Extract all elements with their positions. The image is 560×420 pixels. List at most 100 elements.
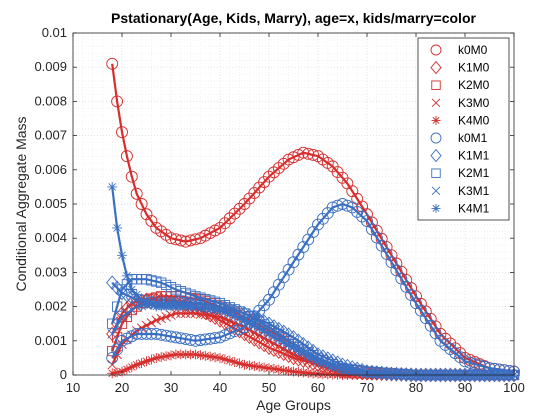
data-point-k0M1	[179, 333, 192, 346]
data-point-K1M1	[468, 367, 481, 383]
data-point-k0M1	[150, 328, 163, 340]
data-point-K1M1	[458, 367, 472, 383]
data-point-K3M0	[249, 327, 260, 338]
legend-label: K2M0	[458, 78, 490, 92]
data-point-K4M1	[205, 303, 216, 314]
y-tick-label: 0.006	[34, 162, 67, 177]
data-point-k0M1	[356, 210, 369, 223]
data-point-k0M1	[331, 199, 344, 212]
data-point-K4M1	[121, 270, 132, 281]
legend-label: k0M1	[458, 131, 488, 145]
data-point-k0M1	[145, 328, 158, 340]
data-point-K4M0	[283, 365, 294, 376]
data-point-k0M0	[214, 221, 226, 234]
data-point-K4M0	[244, 360, 255, 371]
legend-box	[417, 37, 510, 221]
data-point-K4M0	[141, 356, 152, 367]
x-tick-label: 50	[262, 380, 276, 395]
legend-item: K2M1	[431, 166, 490, 180]
data-point-K4M0	[210, 352, 221, 363]
data-point-K1M1	[507, 367, 521, 383]
data-point-k0M0	[165, 232, 177, 245]
data-point-K4M1	[352, 366, 363, 377]
x-tick-label: 20	[115, 380, 129, 395]
legend-marker-K1M1	[430, 148, 442, 163]
legend-marker-k0M1	[430, 132, 442, 144]
data-point-k0M1	[204, 332, 217, 345]
data-point-K4M0	[146, 354, 157, 365]
data-point-K4M1	[117, 250, 127, 261]
data-point-K4M0	[112, 367, 123, 378]
data-point-K4M0	[254, 361, 265, 372]
y-tick-label: 0.008	[34, 93, 67, 108]
data-point-K4M1	[224, 309, 235, 320]
y-tick-label: 0.002	[34, 299, 67, 314]
x-tick-label: 30	[164, 380, 178, 395]
data-point-K4M0	[224, 355, 235, 366]
legend-marker-K4M1	[431, 203, 441, 213]
data-point-K4M0	[126, 362, 137, 372]
data-point-K4M0	[229, 357, 240, 367]
data-point-K4M0	[303, 368, 314, 378]
data-point-K4M0	[249, 361, 260, 372]
data-point-K1M1	[400, 367, 413, 382]
data-point-k0M1	[140, 328, 153, 340]
data-point-K4M0	[268, 363, 279, 374]
data-point-K4M1	[141, 297, 152, 307]
data-point-K3M0	[185, 308, 196, 319]
data-point-K1M1	[493, 367, 506, 383]
data-point-K4M0	[273, 364, 284, 375]
data-point-K4M0	[190, 349, 201, 360]
y-tick-label: 0	[60, 367, 67, 382]
data-point-k0M0	[297, 146, 310, 159]
data-point-K4M1	[200, 303, 211, 313]
data-point-K1M1	[483, 367, 496, 383]
legend-item: K4M0	[431, 113, 490, 127]
data-point-k0M1	[351, 206, 364, 218]
data-point-k0M1	[199, 333, 212, 346]
x-tick-label: 60	[311, 380, 325, 395]
data-point-K4M1	[303, 350, 314, 361]
y-tick-label: 0.009	[34, 59, 67, 74]
data-point-K3M1	[127, 305, 137, 315]
data-point-K1M1	[414, 367, 427, 383]
x-tick-label: 100	[503, 380, 525, 395]
data-point-K4M1	[210, 304, 221, 315]
data-point-K1M1	[395, 367, 408, 382]
legend-label: k0M0	[458, 43, 488, 57]
data-point-k0M0	[135, 198, 148, 210]
data-point-k0M0	[174, 234, 187, 247]
data-point-K1M1	[503, 367, 516, 383]
data-point-K4M1	[322, 359, 333, 370]
data-point-K1M1	[405, 367, 418, 383]
chart-title: Pstationary(Age, Kids, Marry), age=x, ki…	[111, 10, 476, 26]
data-point-K1M1	[444, 367, 457, 383]
data-point-K4M1	[126, 284, 137, 295]
data-point-K4M1	[308, 353, 319, 364]
data-point-K4M0	[215, 352, 225, 363]
x-axis: 10 20 30 40 50 60 70 80 90 100	[66, 33, 525, 395]
data-point-K4M1	[298, 348, 309, 359]
data-point-K1M0	[297, 353, 310, 368]
x-axis-label: Age Groups	[256, 397, 331, 413]
x-tick-label: 10	[66, 380, 80, 395]
legend-marker-k0M0	[430, 44, 442, 56]
data-point-K3M0	[151, 315, 162, 325]
data-point-k0M0	[169, 233, 182, 246]
legend-label: K1M0	[458, 61, 490, 75]
data-point-K4M0	[219, 354, 230, 365]
y-axis-label: Conditional Aggregate Mass	[13, 116, 29, 291]
data-point-K4M1	[278, 337, 289, 348]
data-point-K4M0	[166, 350, 176, 361]
data-point-K3M0	[264, 336, 274, 346]
data-point-K3M0	[180, 308, 191, 319]
data-point-k0M1	[233, 323, 246, 336]
data-point-K4M0	[308, 368, 319, 379]
data-point-K4M1	[264, 329, 274, 339]
legend-label: K1M1	[458, 149, 490, 163]
series-line-k0M0	[111, 63, 515, 373]
data-point-K3M1	[117, 312, 127, 322]
data-point-K3M0	[161, 312, 171, 322]
data-point-k0M0	[106, 57, 119, 70]
